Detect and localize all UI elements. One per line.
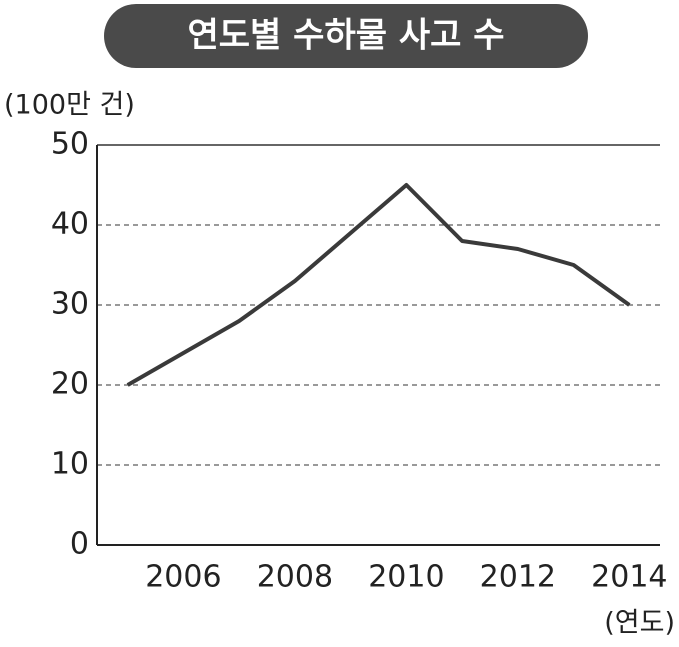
title-pill <box>104 4 588 68</box>
y-tick-label: 40 <box>51 207 89 242</box>
x-tick-label: 2012 <box>480 560 556 595</box>
x-tick-label: 2014 <box>591 560 667 595</box>
y-axis-label: (100만 건) <box>4 90 135 121</box>
x-tick-label: 2010 <box>368 560 444 595</box>
x-axis-label: (연도) <box>604 608 675 639</box>
chart-title: 연도별 수하물 사고 수 <box>187 16 504 56</box>
x-tick-label: 2006 <box>145 560 221 595</box>
y-tick-label: 0 <box>70 527 89 562</box>
y-tick-label: 10 <box>51 447 89 482</box>
x-tick-label: 2008 <box>257 560 333 595</box>
y-tick-label: 20 <box>51 367 89 402</box>
y-tick-label: 30 <box>51 287 89 322</box>
data-line <box>126 183 631 387</box>
y-tick-label: 50 <box>51 127 89 162</box>
